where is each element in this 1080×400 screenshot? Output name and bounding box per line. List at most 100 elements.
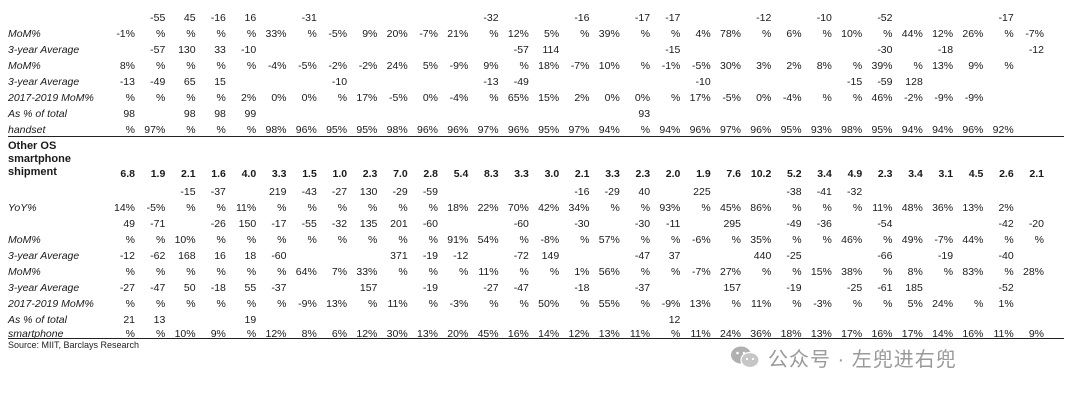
table-cell: 19 — [244, 314, 257, 326]
table-cell: % — [216, 266, 226, 278]
shipment-value: 2.1 — [574, 168, 590, 180]
table-cell: % — [883, 266, 893, 278]
table-cell: 94% — [932, 124, 954, 136]
table-cell: -32 — [331, 218, 348, 230]
table-cell: -59 — [422, 186, 438, 198]
table-cell: % — [852, 298, 863, 310]
table-cell: 2% — [241, 92, 257, 104]
table-cell: 39% — [871, 60, 893, 72]
table-cell: 92% — [992, 124, 1014, 136]
table-cell: -40 — [998, 250, 1014, 262]
table-cell: 20% — [386, 28, 408, 40]
shipment-value: 2.3 — [362, 168, 378, 180]
table-cell: % — [852, 202, 863, 214]
table-cell: 12% — [356, 328, 378, 340]
table-cell: 98% — [265, 124, 287, 136]
table-cell: -72 — [513, 250, 529, 262]
table-cell: % — [246, 28, 257, 40]
table-cell: % — [307, 28, 317, 40]
table-cell: 64% — [295, 266, 317, 278]
shipment-value: 1.6 — [211, 168, 226, 180]
table-cell: -30 — [877, 44, 893, 56]
table-cell: 55% — [598, 298, 620, 310]
table-cell: -2% — [328, 60, 348, 72]
row-label: 2017-2019 MoM% — [8, 92, 94, 104]
table-cell: -10 — [695, 76, 711, 88]
table-cell: % — [640, 234, 651, 246]
table-cell: 18% — [538, 60, 560, 72]
table-cell: 83% — [962, 266, 984, 278]
table-cell: 15 — [214, 76, 226, 88]
section-divider — [8, 136, 1064, 137]
shipment-value: 1.5 — [302, 168, 317, 180]
table-cell: % — [671, 328, 681, 340]
table-cell: 18% — [780, 328, 802, 340]
table-cell: % — [125, 234, 135, 246]
table-cell: % — [277, 234, 287, 246]
table-cell: -17 — [271, 218, 287, 230]
table-cell: % — [883, 28, 893, 40]
table-cell: -4% — [449, 92, 469, 104]
table-cell: -1% — [661, 60, 681, 72]
table-cell: 28% — [1022, 266, 1044, 278]
table-cell: 11% — [478, 266, 499, 278]
table-cell: % — [519, 60, 529, 72]
table-cell: -18 — [210, 282, 226, 294]
table-cell: % — [186, 28, 196, 40]
table-cell: 46% — [871, 92, 893, 104]
table-cell: % — [1034, 234, 1044, 246]
table-cell: % — [640, 124, 651, 136]
table-cell: 17% — [356, 92, 378, 104]
table-cell: -1% — [116, 28, 135, 40]
table-cell: 9% — [968, 60, 984, 72]
table-cell: % — [822, 234, 832, 246]
table-cell: 149 — [541, 250, 560, 262]
table-cell: % — [186, 202, 196, 214]
table-cell: 157 — [723, 282, 741, 294]
table-cell: -5% — [722, 92, 741, 104]
table-cell: 86% — [750, 202, 772, 214]
table-cell: -54 — [877, 218, 893, 230]
table-cell: 5% — [422, 60, 438, 72]
shipment-value: 2.0 — [665, 168, 681, 180]
table-cell: % — [549, 266, 560, 278]
shipment-value: 1.9 — [696, 168, 711, 180]
table-cell: % — [216, 28, 226, 40]
table-cell: % — [246, 234, 257, 246]
table-cell: -47 — [150, 282, 166, 294]
table-cell: % — [701, 202, 711, 214]
table-cell: % — [277, 266, 287, 278]
table-cell: 11% — [387, 298, 408, 310]
row-label: 3-year Average — [8, 44, 80, 56]
table-cell: 96% — [750, 124, 772, 136]
table-cell: -10 — [331, 76, 348, 88]
table-cell: % — [731, 298, 741, 310]
table-cell: % — [640, 202, 651, 214]
table-cell: % — [368, 234, 378, 246]
table-cell: % — [792, 298, 802, 310]
table-cell: 98% — [841, 124, 863, 136]
table-cell: % — [519, 266, 529, 278]
table-cell: -38 — [786, 186, 802, 198]
table-cell: 46% — [841, 234, 863, 246]
table-cell: -2% — [358, 60, 378, 72]
table-cell: 0% — [634, 92, 651, 104]
table-cell: -9% — [298, 298, 317, 310]
table-cell: % — [458, 266, 469, 278]
row-label: MoM% — [8, 28, 41, 40]
table-cell: 65% — [507, 92, 529, 104]
table-cell: % — [307, 202, 317, 214]
table-cell: -4% — [782, 92, 802, 104]
row-label: 2017-2019 MoM% — [8, 298, 94, 310]
table-cell: 45% — [477, 328, 499, 340]
table-cell: 24% — [932, 298, 954, 310]
table-cell: 16% — [507, 328, 529, 340]
shipment-value: 2.1 — [1029, 168, 1044, 180]
table-cell: 16% — [962, 328, 984, 340]
table-cell: -15 — [847, 76, 863, 88]
table-cell: -10 — [241, 44, 257, 56]
table-cell: 157 — [359, 282, 378, 294]
table-cell: 37 — [668, 250, 681, 262]
table-cell: % — [155, 92, 166, 104]
table-cell: 9% — [1028, 328, 1044, 340]
